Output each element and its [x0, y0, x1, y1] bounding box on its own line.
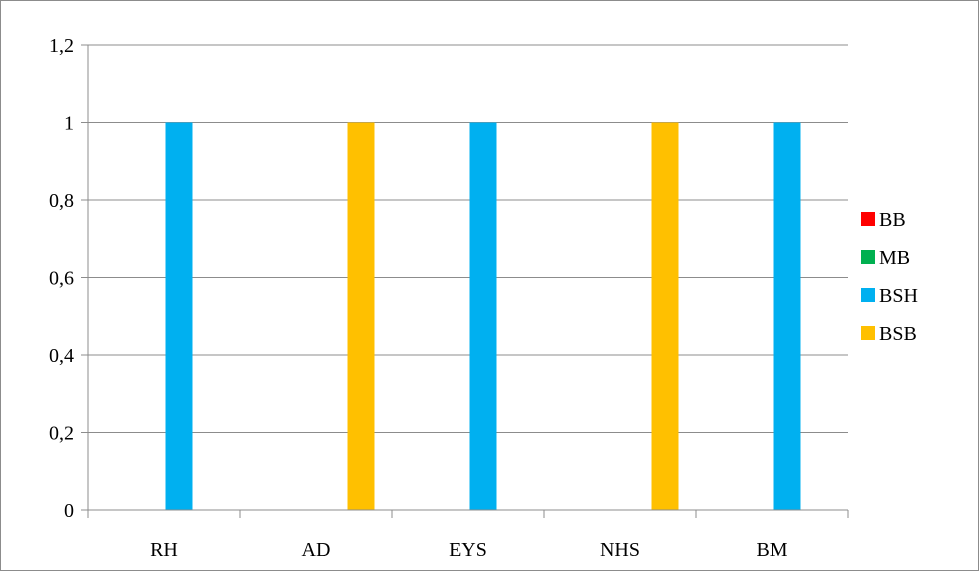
x-category-label: RH: [150, 539, 178, 561]
y-tick-label: 1: [64, 113, 74, 135]
y-tick-label: 0,2: [49, 423, 74, 445]
bar-bsh-eys: [469, 122, 497, 510]
legend-swatch-bsb: [861, 326, 875, 340]
y-tick-label: 0,6: [49, 268, 74, 290]
legend-swatch-bb: [861, 212, 875, 226]
bar-bsb-ad: [347, 122, 375, 510]
y-tick-label: 0,4: [49, 345, 74, 367]
legend-label-bsb: BSB: [879, 323, 917, 345]
legend-label-bsh: BSH: [879, 285, 918, 307]
y-tick-label: 1,2: [49, 35, 74, 57]
x-category-label: NHS: [600, 539, 640, 561]
y-tick-label: 0: [64, 500, 74, 522]
legend-label-mb: MB: [879, 247, 910, 269]
bar-bsh-rh: [165, 122, 193, 510]
x-category-label: AD: [302, 539, 331, 561]
x-category-label: BM: [756, 539, 787, 561]
bar-bsb-nhs: [651, 122, 679, 510]
legend: BB MB BSH BSB: [861, 209, 918, 345]
axis-layer: 0 0,2 0,4 0,6 0,8 1 1,2 RH AD EYS NHS BM: [49, 35, 849, 561]
legend-swatch-bsh: [861, 288, 875, 302]
bar-layer: [165, 122, 801, 510]
x-category-label: EYS: [449, 539, 487, 561]
legend-label-bb: BB: [879, 209, 906, 231]
legend-swatch-mb: [861, 250, 875, 264]
bar-bsh-bm: [773, 122, 801, 510]
grid-layer: [81, 44, 848, 511]
y-tick-label: 0,8: [49, 190, 74, 212]
